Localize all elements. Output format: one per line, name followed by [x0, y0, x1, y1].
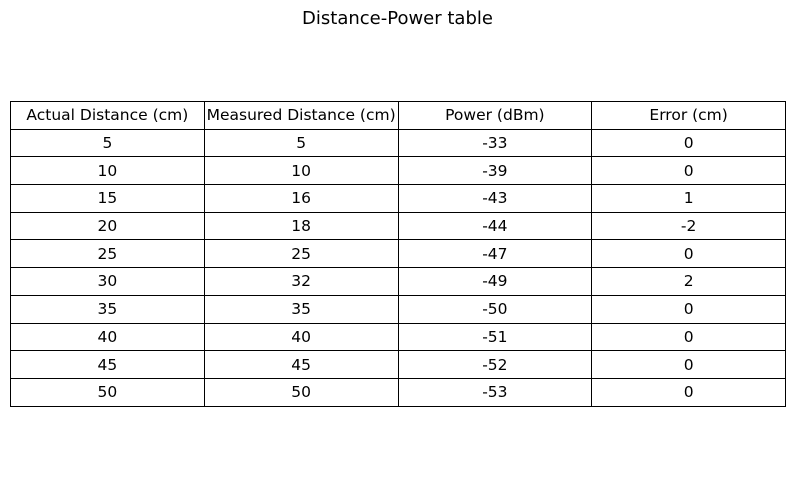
- header-power: Power (dBm): [397, 101, 593, 130]
- cell-measured-distance: 40: [203, 322, 399, 352]
- cell-actual-distance: 30: [10, 267, 205, 296]
- cell-power: -53: [397, 377, 593, 407]
- cell-power: -49: [397, 267, 593, 296]
- cell-measured-distance: 18: [203, 211, 399, 241]
- table-body: 5 5 -33 0 10 10 -39 0 15 16 -43 1 20 18 …: [10, 128, 786, 407]
- header-actual-distance: Actual Distance (cm): [10, 101, 205, 130]
- table-row: 25 25 -47 0: [10, 239, 786, 269]
- table-row: 15 16 -43 1: [10, 184, 786, 213]
- cell-error: 0: [591, 350, 786, 379]
- cell-measured-distance: 50: [203, 377, 399, 407]
- header-measured-distance: Measured Distance (cm): [203, 101, 399, 130]
- cell-power: -44: [397, 211, 593, 241]
- cell-power: -33: [397, 128, 593, 158]
- cell-measured-distance: 45: [203, 350, 399, 379]
- cell-error: 0: [591, 156, 786, 186]
- cell-error: 2: [591, 267, 786, 296]
- cell-error: 0: [591, 377, 786, 407]
- cell-measured-distance: 10: [203, 156, 399, 186]
- cell-actual-distance: 15: [10, 184, 205, 213]
- table-row: 35 35 -50 0: [10, 294, 786, 324]
- table-row: 45 45 -52 0: [10, 350, 786, 379]
- cell-actual-distance: 50: [10, 377, 205, 407]
- cell-error: 1: [591, 184, 786, 213]
- cell-actual-distance: 45: [10, 350, 205, 379]
- cell-error: 0: [591, 239, 786, 269]
- distance-power-table: Actual Distance (cm) Measured Distance (…: [10, 101, 786, 407]
- cell-power: -52: [397, 350, 593, 379]
- cell-measured-distance: 25: [203, 239, 399, 269]
- table-row: 5 5 -33 0: [10, 128, 786, 158]
- cell-measured-distance: 5: [203, 128, 399, 158]
- cell-power: -50: [397, 294, 593, 324]
- cell-actual-distance: 40: [10, 322, 205, 352]
- cell-measured-distance: 35: [203, 294, 399, 324]
- cell-actual-distance: 5: [10, 128, 205, 158]
- cell-actual-distance: 25: [10, 239, 205, 269]
- table-header-row: Actual Distance (cm) Measured Distance (…: [10, 101, 786, 130]
- table-row: 40 40 -51 0: [10, 322, 786, 352]
- table-title: Distance-Power table: [302, 8, 493, 29]
- table-row: 50 50 -53 0: [10, 377, 786, 407]
- table-row: 30 32 -49 2: [10, 267, 786, 296]
- cell-power: -43: [397, 184, 593, 213]
- cell-measured-distance: 32: [203, 267, 399, 296]
- table-row: 20 18 -44 -2: [10, 211, 786, 241]
- table-row: 10 10 -39 0: [10, 156, 786, 186]
- cell-actual-distance: 20: [10, 211, 205, 241]
- cell-power: -39: [397, 156, 593, 186]
- cell-error: -2: [591, 211, 786, 241]
- cell-actual-distance: 10: [10, 156, 205, 186]
- cell-error: 0: [591, 294, 786, 324]
- cell-actual-distance: 35: [10, 294, 205, 324]
- cell-measured-distance: 16: [203, 184, 399, 213]
- cell-error: 0: [591, 322, 786, 352]
- header-error: Error (cm): [591, 101, 786, 130]
- cell-error: 0: [591, 128, 786, 158]
- cell-power: -51: [397, 322, 593, 352]
- cell-power: -47: [397, 239, 593, 269]
